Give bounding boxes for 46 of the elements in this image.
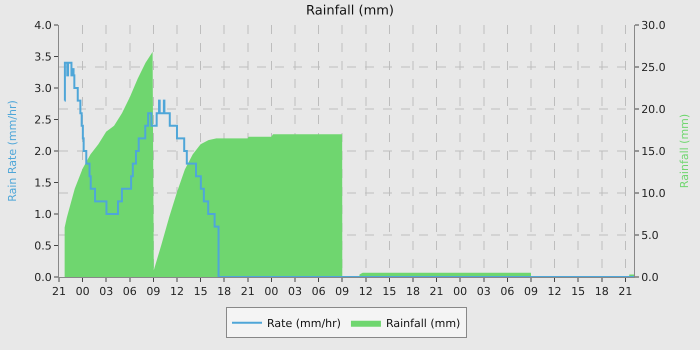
y-tick-label: 3.5 xyxy=(34,50,52,64)
x-tick-label: 15 xyxy=(382,285,396,298)
y2-tick-label: 30.0 xyxy=(641,18,666,32)
x-tick-label: 18 xyxy=(594,285,609,298)
y-tick-label: 0.5 xyxy=(34,239,52,252)
x-tick-label: 12 xyxy=(170,285,184,298)
y-tick-label: 0.0 xyxy=(34,270,52,284)
y-tick-label: 2.0 xyxy=(34,144,52,158)
x-tick-label: 15 xyxy=(571,285,586,298)
y-tick-label: 1.5 xyxy=(34,176,52,190)
legend-label: Rainfall (mm) xyxy=(386,317,460,330)
x-tick-label: 09 xyxy=(146,285,160,298)
x-tick-label: 21 xyxy=(240,285,255,298)
x-tick-label: 09 xyxy=(335,285,350,298)
y2-axis-title: Rainfall (mm) xyxy=(678,114,691,188)
y2-tick-label: 25.0 xyxy=(641,60,666,74)
x-tick-label: 09 xyxy=(524,285,538,298)
y2-tick-label: 10.0 xyxy=(641,186,666,200)
y2-tick-label: 0.0 xyxy=(641,270,659,284)
y2-tick-label: 20.0 xyxy=(641,102,666,116)
y-tick-label: 3.0 xyxy=(34,82,52,95)
y2-tick-label: 15.0 xyxy=(641,144,666,158)
x-tick-label: 12 xyxy=(548,285,562,298)
y-tick-label: 4.0 xyxy=(34,18,52,32)
legend-label: Rate (mm/hr) xyxy=(267,317,341,330)
x-tick-label: 12 xyxy=(358,285,373,298)
x-tick-label: 15 xyxy=(194,285,208,298)
x-tick-label: 21 xyxy=(618,285,632,298)
x-tick-label: 00 xyxy=(453,285,468,298)
x-tick-label: 03 xyxy=(476,285,491,298)
x-tick-label: 03 xyxy=(99,285,114,298)
x-tick-label: 21 xyxy=(430,285,444,298)
x-tick-label: 00 xyxy=(76,285,90,298)
y-axis-title: Rain Rate (mm/hr) xyxy=(6,100,19,202)
y2-tick-label: 5.0 xyxy=(641,228,659,242)
x-tick-label: 06 xyxy=(122,285,137,298)
y-tick-label: 1.0 xyxy=(34,208,52,221)
x-tick-label: 18 xyxy=(217,285,232,298)
chart-title: Rainfall (mm) xyxy=(306,3,394,18)
x-tick-label: 18 xyxy=(406,285,420,298)
y-tick-label: 2.5 xyxy=(34,113,52,126)
x-tick-label: 06 xyxy=(500,285,514,298)
x-tick-label: 00 xyxy=(264,285,278,298)
x-tick-label: 06 xyxy=(312,285,326,298)
x-tick-label: 03 xyxy=(288,285,302,298)
x-tick-label: 21 xyxy=(52,285,66,298)
